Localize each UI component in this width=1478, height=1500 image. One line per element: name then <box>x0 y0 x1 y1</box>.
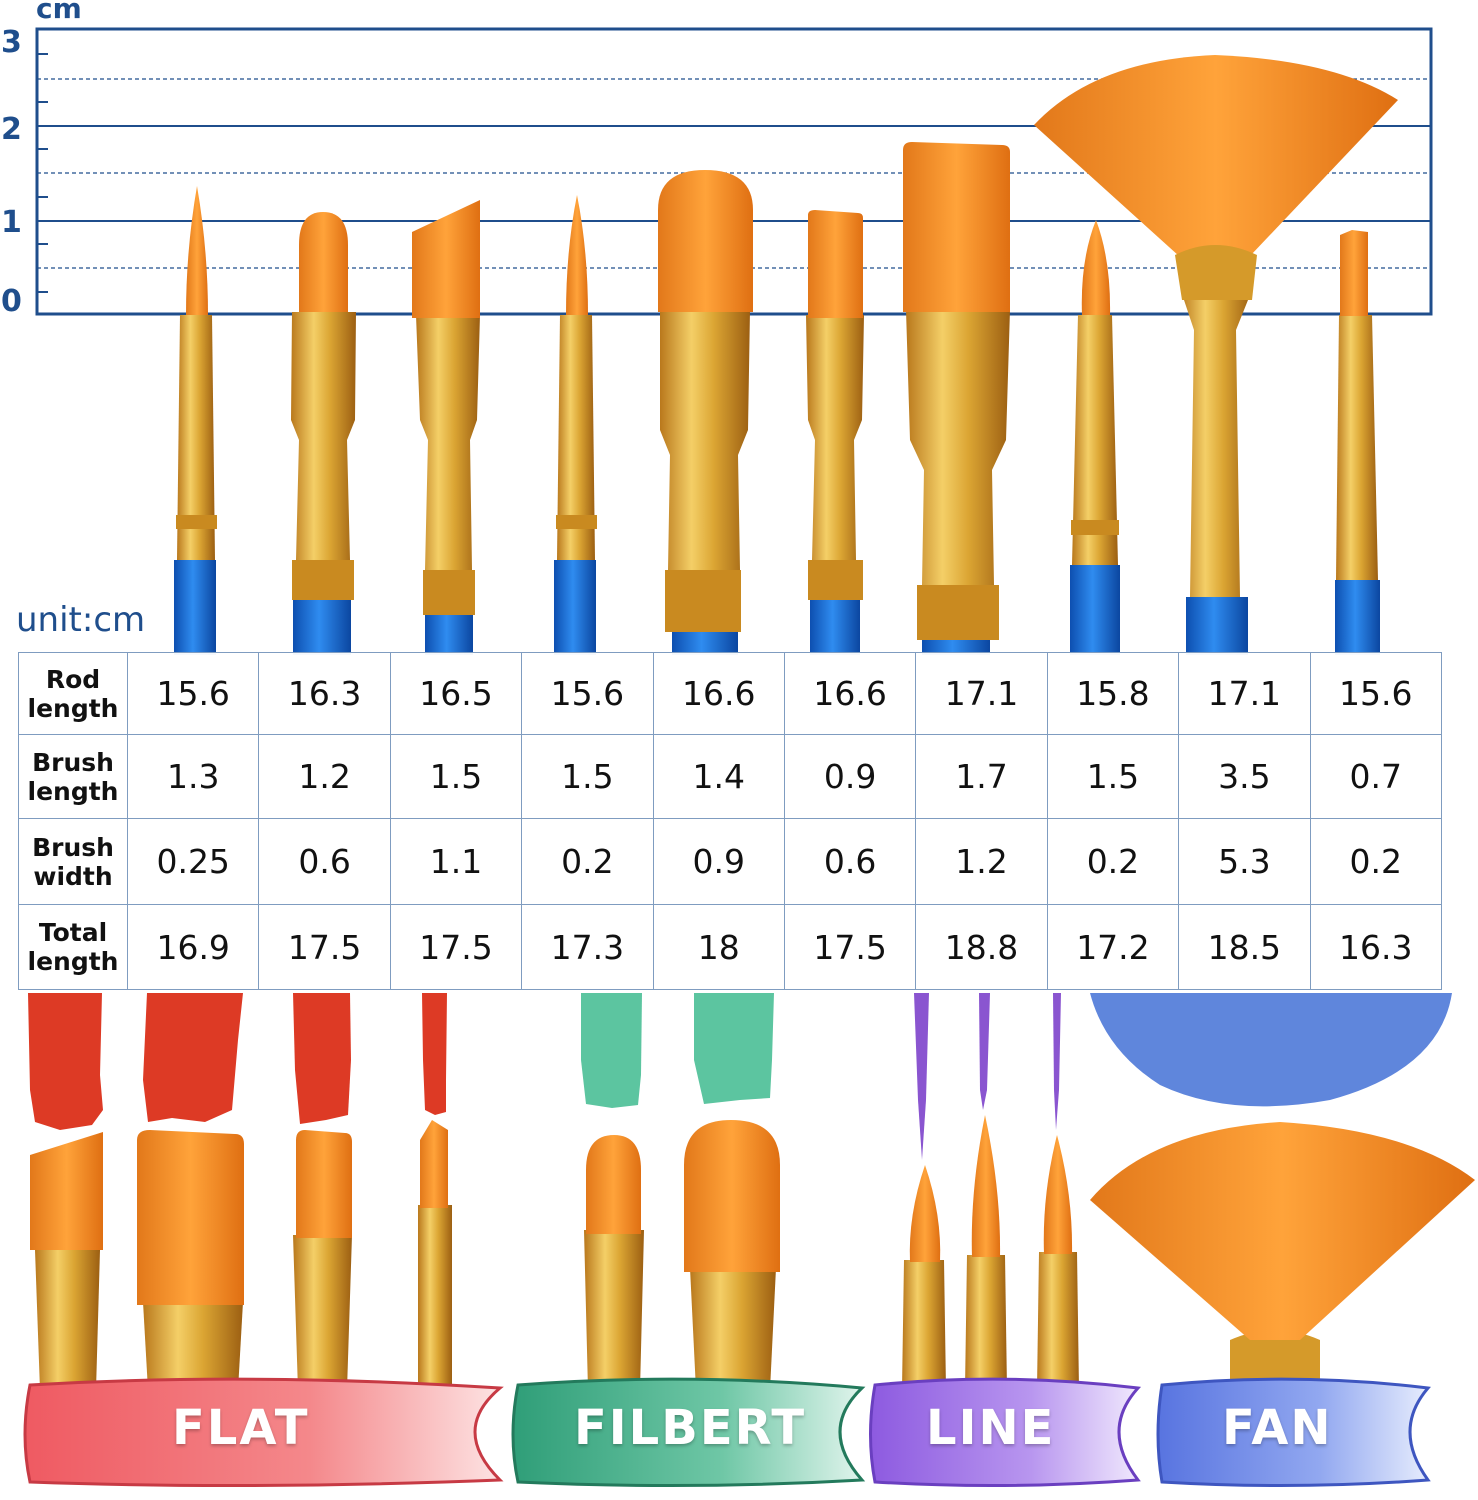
ruler-label-0: 0 <box>1 284 22 319</box>
table-cell: 17.2 <box>1046 904 1180 990</box>
table-cell: 1.5 <box>389 734 523 819</box>
table-cell: 1.4 <box>652 734 785 819</box>
row-header-line: width <box>33 861 113 891</box>
brush-3 <box>412 200 480 655</box>
table-cell: 1.7 <box>915 734 1048 819</box>
brush-10 <box>1335 230 1380 655</box>
table-row-brush-width: Brush width 0.25 0.6 1.1 0.2 0.9 0.6 1.2 … <box>18 818 1443 905</box>
brush-9 <box>1034 55 1398 655</box>
table-cell: 16.3 <box>258 652 391 735</box>
row-header-line: length <box>27 776 119 806</box>
ruler-unit-label: cm <box>36 0 82 25</box>
brush-8 <box>1070 220 1120 655</box>
table-cell: 1.1 <box>389 818 523 905</box>
ruler-label-2: 2 <box>1 112 22 147</box>
table-cell: 0.9 <box>783 734 917 819</box>
table-cell: 17.1 <box>915 652 1048 735</box>
row-header-line: length <box>27 947 119 976</box>
table-cell: 16.6 <box>783 652 917 735</box>
banner-label-flat: FLAT <box>172 1400 310 1456</box>
bottom-brushes <box>30 1115 1475 1390</box>
paint-strokes <box>28 993 1452 1160</box>
table-row-brush-length: Brush length 1.3 1.2 1.5 1.5 1.4 0.9 1.7 … <box>18 734 1443 819</box>
table-cell: 18.5 <box>1178 904 1311 990</box>
brush-2 <box>291 212 356 655</box>
spec-table: Rod length 15.6 16.3 16.5 15.6 16.6 16.6 … <box>18 652 1443 990</box>
table-row-total-length: Total length 16.9 17.5 17.5 17.3 18 17.5 … <box>18 904 1443 990</box>
table-cell: 0.7 <box>1309 734 1443 819</box>
brush-4 <box>554 195 597 655</box>
banner-label-line: LINE <box>926 1400 1056 1456</box>
row-header-line: Brush <box>32 747 114 777</box>
table-cell: 17.5 <box>783 904 917 990</box>
row-header-line: Brush <box>32 832 114 862</box>
row-header-line: Rod <box>45 664 101 694</box>
table-cell: 17.5 <box>258 904 391 990</box>
row-header-line: length <box>27 693 119 723</box>
table-cell: 1.2 <box>915 818 1048 905</box>
table-cell: 3.5 <box>1178 734 1311 819</box>
row-header: Rod length <box>18 652 128 735</box>
row-header: Total length <box>18 904 128 990</box>
table-cell: 15.6 <box>1309 652 1443 735</box>
banners <box>23 1377 1431 1488</box>
table-cell: 0.2 <box>521 818 654 905</box>
row-header: Brush width <box>18 818 128 905</box>
table-cell: 0.6 <box>783 818 917 905</box>
table-cell: 15.8 <box>1046 652 1180 735</box>
table-cell: 0.2 <box>1309 818 1443 905</box>
table-cell: 0.6 <box>258 818 391 905</box>
table-cell: 0.25 <box>126 818 260 905</box>
table-cell: 17.1 <box>1178 652 1311 735</box>
table-cell: 1.5 <box>1046 734 1180 819</box>
table-cell: 1.2 <box>258 734 391 819</box>
row-header-line: Total <box>38 918 108 947</box>
ruler-label-3: 3 <box>1 25 22 60</box>
table-cell: 18 <box>652 904 785 990</box>
table-cell: 0.9 <box>652 818 785 905</box>
table-cell: 15.6 <box>521 652 654 735</box>
table-cell: 15.6 <box>126 652 260 735</box>
unit-label: unit:cm <box>16 600 146 640</box>
table-cell: 1.5 <box>521 734 654 819</box>
table-row-rod-length: Rod length 15.6 16.3 16.5 15.6 16.6 16.6 … <box>18 652 1443 735</box>
table-cell: 16.6 <box>652 652 785 735</box>
table-cell: 16.3 <box>1309 904 1443 990</box>
ruler-label-1: 1 <box>1 205 22 240</box>
table-cell: 5.3 <box>1178 818 1311 905</box>
table-cell: 16.9 <box>126 904 260 990</box>
table-cell: 0.2 <box>1046 818 1180 905</box>
row-header: Brush length <box>18 734 128 819</box>
brush-1 <box>174 186 217 655</box>
table-cell: 18.8 <box>915 904 1048 990</box>
table-cell: 16.5 <box>389 652 523 735</box>
brush-6 <box>806 210 864 655</box>
brush-7 <box>903 142 1010 655</box>
table-cell: 17.3 <box>521 904 654 990</box>
table-cell: 1.3 <box>126 734 260 819</box>
banner-label-fan: FAN <box>1222 1400 1333 1456</box>
brush-5 <box>658 170 753 655</box>
banner-label-filbert: FILBERT <box>574 1400 807 1456</box>
table-cell: 17.5 <box>389 904 523 990</box>
